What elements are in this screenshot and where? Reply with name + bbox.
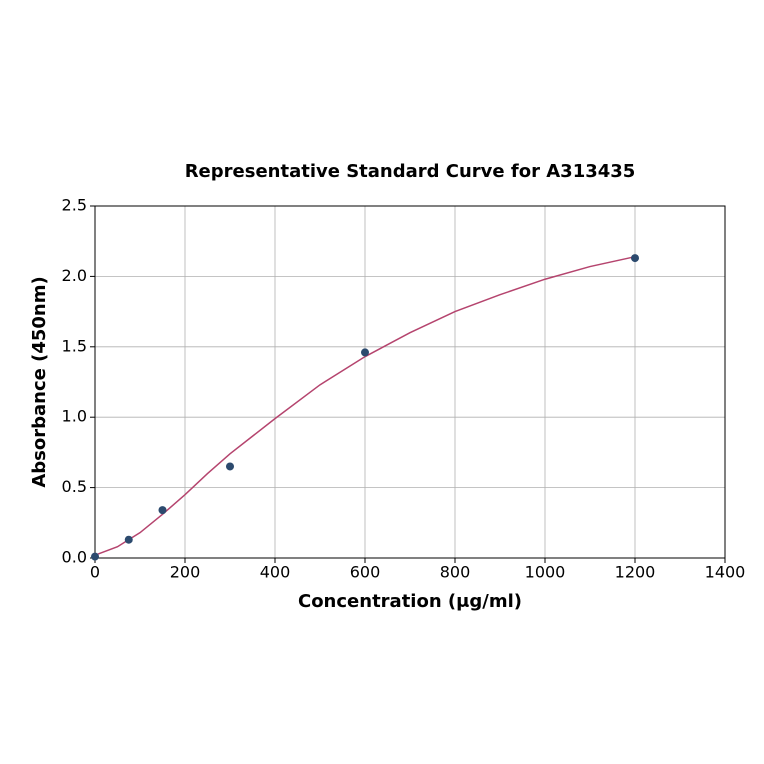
y-axis-label: Absorbance (450nm): [29, 276, 50, 487]
data-point: [124, 535, 133, 544]
x-tick-label: 400: [260, 563, 291, 582]
x-axis-label: Concentration (μg/ml): [298, 591, 522, 612]
fit-curve: [94, 255, 636, 556]
data-point: [158, 506, 167, 515]
x-tick-label: 1400: [705, 563, 746, 582]
x-tick-label: 200: [170, 563, 201, 582]
data-point: [631, 254, 639, 263]
y-tick-label: 0.0: [62, 548, 87, 567]
y-tick-label: 0.5: [62, 477, 87, 496]
chart-title: Representative Standard Curve for A31343…: [185, 161, 636, 182]
x-tick-label: 800: [440, 563, 471, 582]
y-tick-label: 2.0: [62, 266, 87, 285]
x-tick-label: 1000: [525, 563, 566, 582]
x-tick-label: 1200: [615, 563, 656, 582]
x-tick-label: 600: [350, 563, 381, 582]
plot-frame: [94, 205, 726, 559]
data-point: [91, 552, 99, 561]
y-tick-label: 1.0: [62, 407, 87, 426]
data-point: [226, 462, 234, 471]
x-tick-label: 0: [90, 563, 100, 582]
y-tick-label: 1.5: [62, 336, 87, 355]
data-point: [361, 348, 369, 357]
y-tick-label: 2.5: [62, 196, 87, 215]
